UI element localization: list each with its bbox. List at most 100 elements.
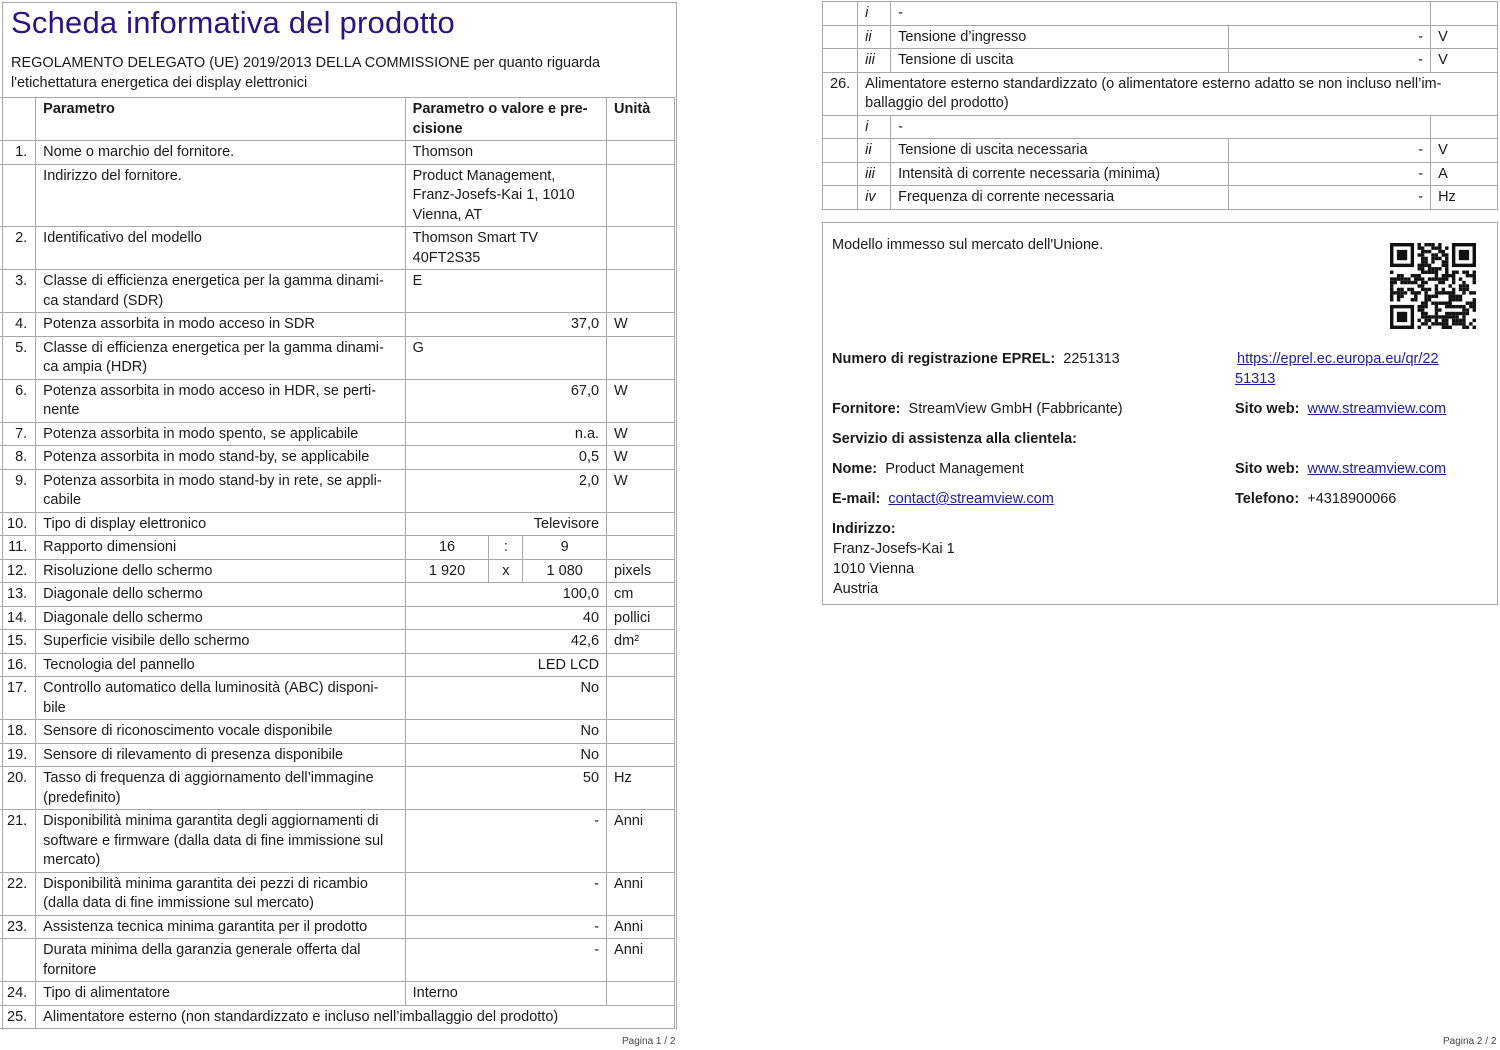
qr-code[interactable] — [1390, 243, 1476, 329]
address-line-1: Franz-Josefs-Kai 1 — [833, 541, 955, 557]
row-value: Thomson — [404, 140, 608, 165]
row-unit: V — [1430, 24, 1498, 49]
table-row: 9. Potenza assorbita in modo stand-by in … — [0, 468, 675, 513]
email-link[interactable]: contact@streamview.com — [888, 491, 1054, 507]
page-1: Scheda informativa del prodotto REGOLAME… — [2, 2, 677, 1030]
table-row: 2. Identificativo del modello Thomson Smar… — [0, 226, 675, 270]
row-value-sep: x — [488, 558, 524, 583]
row-value-a: 16 — [404, 535, 490, 560]
row-parameter: Superficie visibile dello schermo — [35, 629, 406, 654]
row-parameter: Tensione di uscita necessaria — [890, 138, 1229, 163]
row-value: - — [1227, 161, 1432, 186]
row-unit: W — [606, 421, 675, 446]
row-unit — [606, 742, 675, 767]
table-row: 4. Potenza assorbita in modo acceso in SD… — [0, 312, 675, 337]
table-row: 20. Tasso di frequenza di aggiornamento d… — [0, 766, 675, 810]
row-number: 1. — [0, 140, 37, 165]
website-link-2[interactable]: www.streamview.com — [1307, 461, 1447, 477]
row-value: - — [404, 809, 608, 873]
row-parameter: Tasso di frequenza di aggiornamento dell… — [35, 766, 406, 810]
row-unit — [606, 981, 675, 1006]
row-value: G — [404, 335, 608, 380]
table-row: 16. Tecnologia del pannello LED LCD — [0, 652, 675, 677]
row-parameter: Nome o marchio del fornitore. — [35, 140, 406, 165]
row-value-sep: : — [488, 535, 524, 560]
website-link[interactable]: www.streamview.com — [1307, 401, 1447, 417]
row-value: Interno — [404, 981, 608, 1006]
table-row: 19. Sensore di rilevamento di presenza di… — [0, 742, 675, 767]
row-number — [821, 24, 859, 49]
row-number — [821, 138, 859, 163]
row-unit — [606, 335, 675, 380]
eprel-link[interactable]: https://eprel.ec.europa.eu/qr/22 — [1237, 351, 1439, 367]
row-value-b: 9 — [522, 535, 608, 560]
table-row: 8. Potenza assorbita in modo stand-by, se… — [0, 445, 675, 470]
table-row: 14. Diagonale dello schermo 40 pollici — [0, 605, 675, 630]
row-subindex: ii — [857, 138, 892, 163]
customer-service-heading: Servizio di assistenza alla clientela: — [832, 431, 1077, 447]
table-row: 15. Superficie visibile dello schermo 42,6… — [0, 629, 675, 654]
row-parameter: Potenza assorbita in modo acceso in SDR — [35, 312, 406, 337]
row-number: 24. — [0, 981, 37, 1006]
row-parameter: Disponibilità minima garantita dei pezzi… — [35, 871, 406, 916]
row-subindex: i — [857, 114, 892, 139]
row-parameter: Indirizzo del fornitore. — [35, 163, 406, 227]
table-row: 23. Assistenza tecnica minima garantita p… — [0, 914, 675, 939]
row-parameter: Tensione d’ingresso — [890, 24, 1229, 49]
row-number: 6. — [0, 378, 37, 423]
row-unit — [606, 269, 675, 313]
row-subindex: iv — [857, 185, 892, 210]
row-value: 40 — [404, 605, 608, 630]
row-value: - — [1227, 138, 1432, 163]
eprel-link-cont[interactable]: 51313 — [1235, 371, 1276, 387]
supplier-name: StreamView GmbH (Fabbricante) — [908, 401, 1123, 417]
row-unit: V — [1430, 138, 1498, 163]
row-unit: pixels — [606, 558, 675, 583]
row-unit — [606, 676, 675, 720]
row-parameter: Sensore di rilevamento di presenza dispo… — [35, 742, 406, 767]
row-value: Televisore — [404, 511, 608, 536]
row-parameter: Alimentatore esterno (non standardizzato… — [35, 1004, 675, 1029]
table-row: Indirizzo del fornitore. Product Manageme… — [0, 163, 675, 227]
row-value: 42,6 — [404, 629, 608, 654]
table-row: 21. Disponibilità minima garantita degli … — [0, 809, 675, 873]
table-row: 6. Potenza assorbita in modo acceso in HD… — [0, 378, 675, 423]
row-value: No — [404, 719, 608, 744]
row-parameter: Tensione di uscita — [890, 48, 1229, 73]
page-number-2: Pagina 2 / 2 — [1443, 1036, 1497, 1047]
row-parameter: Classe di efficienza energetica per la g… — [35, 335, 406, 380]
table-row: 13. Diagonale dello schermo 100,0 cm — [0, 582, 675, 607]
row-subindex: ii — [857, 24, 892, 49]
row-parameter: Risoluzione dello schermo — [35, 558, 406, 583]
row-number: 13. — [0, 582, 37, 607]
row-number: 7. — [0, 421, 37, 446]
market-text: Modello immesso sul mercato dell'Unione. — [832, 237, 1104, 253]
row-number — [821, 48, 859, 73]
row-unit — [606, 140, 675, 165]
row-number — [821, 161, 859, 186]
row-unit: Anni — [606, 871, 675, 916]
website-label: Sito web: — [1235, 401, 1300, 417]
row-number — [0, 163, 37, 227]
table-row: 11. Rapporto dimensioni 16:9 — [0, 535, 675, 560]
row-parameter: Frequenza di corrente necessaria — [890, 185, 1229, 210]
row-unit: Anni — [606, 914, 675, 939]
row-parameter: Diagonale dello schermo — [35, 582, 406, 607]
row-value: 2,0 — [404, 468, 608, 513]
row-unit: Anni — [606, 938, 675, 982]
row-number: 20. — [0, 766, 37, 810]
row-number — [821, 1, 859, 26]
row-unit: Anni — [606, 809, 675, 873]
row-parameter: Rapporto dimensioni — [35, 535, 406, 560]
row-value: 37,0 — [404, 312, 608, 337]
row-unit: pollici — [606, 605, 675, 630]
header-unit: Unità — [606, 97, 675, 141]
row-value: 67,0 — [404, 378, 608, 423]
phone-number: +4318900066 — [1307, 491, 1397, 507]
table-row: 26. Alimentatore esterno standardizzato (… — [821, 71, 1498, 116]
row-number: 4. — [0, 312, 37, 337]
row-value-a: 1 920 — [404, 558, 490, 583]
row-unit: A — [1430, 161, 1498, 186]
supplier-label: Fornitore: — [832, 401, 901, 417]
row-unit: V — [1430, 48, 1498, 73]
